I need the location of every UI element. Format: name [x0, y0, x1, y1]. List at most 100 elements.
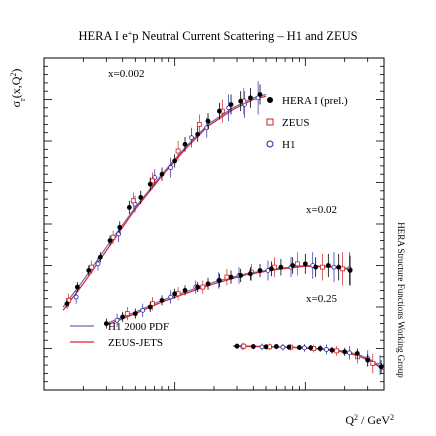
hera-point	[286, 344, 292, 350]
zeus-point	[200, 284, 206, 290]
zeus-point	[224, 274, 230, 280]
hera-point	[195, 131, 201, 137]
hera-point	[97, 254, 103, 260]
hera-point	[296, 345, 302, 350]
h1-pdf-curve	[62, 93, 267, 308]
bin-label-x025: x=0.25	[306, 293, 337, 305]
hera-point	[257, 92, 263, 97]
h1-point	[189, 135, 194, 141]
hera-point	[205, 118, 211, 124]
chart-title: HERA I e+p Neutral Current Scattering – …	[78, 29, 357, 44]
hera-point	[64, 301, 70, 307]
hera-point	[172, 158, 178, 164]
h1-point	[95, 261, 101, 267]
hera-point	[238, 98, 244, 104]
legend-h1-marker	[266, 140, 274, 148]
h1-point	[331, 264, 337, 270]
hera-point	[336, 264, 342, 270]
hera-point	[290, 263, 296, 268]
plot-frame	[43, 57, 385, 391]
zeus-point	[175, 148, 181, 154]
hera-point	[329, 347, 335, 353]
h1-point	[73, 294, 79, 300]
hera-point	[117, 224, 123, 230]
hera-point	[250, 344, 256, 349]
hera-point	[308, 345, 314, 351]
hera-point	[126, 205, 132, 210]
hera-point	[248, 95, 253, 101]
hera-point	[182, 141, 188, 147]
hera-point	[257, 268, 263, 273]
zeus-point	[89, 264, 95, 270]
hera-point	[342, 349, 348, 355]
hera-point	[182, 288, 188, 293]
zeus-point	[196, 122, 202, 127]
h1-point	[259, 344, 265, 350]
hera-point	[365, 357, 371, 363]
marker-legend: HERA I (prel.) ZEUS H1	[266, 95, 348, 151]
hera-point	[228, 274, 234, 280]
hera-point	[147, 304, 153, 310]
chart-title-sup: +	[128, 29, 133, 38]
h1-point	[140, 307, 146, 313]
y-axis-label-sub: r	[18, 98, 27, 101]
hera-point	[269, 266, 274, 272]
side-label: HERA Structure Functions Working Group	[396, 222, 406, 378]
hera-point	[159, 171, 165, 177]
y-axis-label-base: σ	[9, 100, 23, 107]
hera-point	[263, 344, 269, 350]
hera-point	[278, 264, 284, 270]
legend-hera-marker	[267, 97, 273, 103]
h1-point	[280, 344, 286, 350]
hera-point	[205, 281, 211, 287]
hera-point	[159, 297, 165, 303]
h1-point	[114, 317, 120, 323]
hera-point	[147, 181, 153, 187]
legend-zeusjets-label: ZEUS-JETS	[108, 337, 163, 349]
zeus-point	[294, 261, 300, 267]
zeus-jets-curve	[233, 345, 385, 371]
hera-point	[103, 321, 109, 326]
h1-point	[347, 350, 352, 356]
hera-point	[234, 343, 240, 349]
hera-point	[217, 108, 222, 114]
hera-point	[313, 264, 319, 270]
hera-point	[325, 263, 331, 268]
h1-point	[302, 345, 307, 351]
legend-h1pdf-label: H1 2000 PDF	[108, 321, 169, 333]
bin-label-x002: x=0.02	[306, 204, 337, 216]
x-axis-label: Q2 / GeV2	[345, 413, 394, 428]
hera-point	[317, 346, 323, 351]
bin-label-x0002: x=0.002	[108, 68, 144, 80]
hera-point	[347, 268, 353, 273]
legend-zeus-marker	[266, 118, 274, 126]
h1-point	[324, 347, 329, 352]
hera-point	[86, 268, 92, 273]
zeus-point	[130, 198, 136, 204]
h1-point	[168, 165, 174, 170]
legend-h1-label: H1	[282, 139, 295, 151]
chart-title-post: p Neutral Current Scattering – H1 and ZE…	[132, 29, 357, 43]
hera-point	[172, 291, 178, 297]
chart-title-pre: HERA I e	[78, 29, 128, 43]
hera-point	[228, 102, 234, 107]
hera-point	[273, 344, 279, 349]
hera-point	[132, 311, 138, 317]
legend-hera-label: HERA I (prel.)	[282, 95, 348, 107]
y-axis-label: σr(x,Q2)	[9, 69, 27, 108]
h1-point	[168, 294, 174, 300]
x-axis-label-post: / GeV	[358, 413, 390, 427]
hera-point	[378, 364, 384, 370]
hera-point	[238, 273, 244, 278]
hera-point	[120, 314, 126, 320]
x-axis-label-base: Q	[345, 413, 354, 427]
zeus-point	[241, 343, 247, 349]
hera-point	[74, 284, 80, 290]
hera-point	[302, 261, 308, 267]
curve-legend: H1 2000 PDF ZEUS-JETS	[70, 321, 169, 349]
zeus-point	[124, 311, 130, 317]
x-axis-label-sup: 2	[354, 413, 358, 422]
x-axis-label-sup2: 2	[390, 413, 394, 422]
hera-point	[107, 238, 113, 244]
zeus-point	[320, 264, 325, 270]
